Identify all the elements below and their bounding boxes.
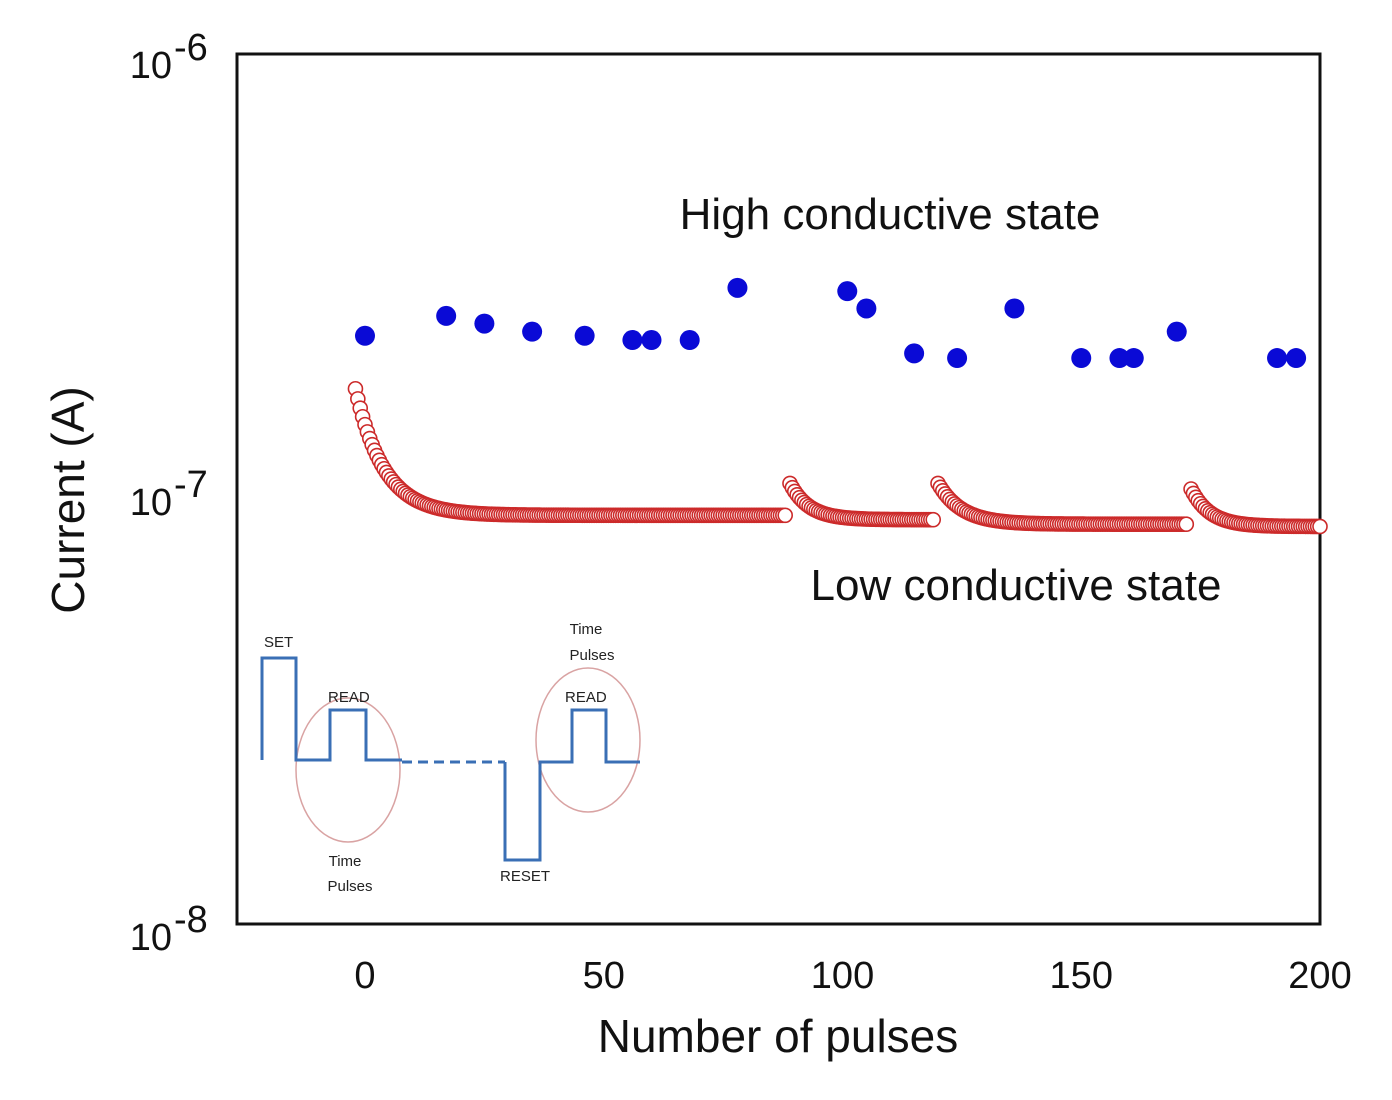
read-label-1: READ xyxy=(328,689,370,706)
annotation-low-state: Low conductive state xyxy=(811,561,1222,610)
high-state-point xyxy=(904,343,925,364)
high-state-point xyxy=(727,277,748,298)
y-tick-labels: 10 -6 10 -7 10 -8 xyxy=(130,27,208,959)
x-tick-label: 50 xyxy=(583,955,625,997)
time-pulses-label-2-line-1: Time xyxy=(570,621,603,638)
pulse-scheme-inset: SET READ READ RESET Time Pulses Time Pul… xyxy=(260,621,641,895)
y-tick-exponent: -6 xyxy=(174,27,208,69)
high-state-point xyxy=(522,321,543,342)
reset-label: RESET xyxy=(500,868,550,885)
read-label-2: READ xyxy=(565,689,607,706)
high-state-point xyxy=(474,313,495,334)
time-pulses-ellipse-2 xyxy=(535,667,641,813)
low-state-point xyxy=(1312,518,1328,535)
time-pulses-label-1-line-2: Pulses xyxy=(327,878,372,895)
x-tick-label: 100 xyxy=(811,955,874,997)
y-tick-base: 10 xyxy=(130,917,172,959)
pulse-waveform-right xyxy=(503,708,640,862)
time-pulses-label-2-line-2: Pulses xyxy=(569,647,614,664)
plot-frame xyxy=(235,52,1322,926)
high-state-point xyxy=(436,305,457,326)
high-state-point xyxy=(1267,348,1288,369)
high-state-point xyxy=(574,325,595,346)
pulse-waveform-left xyxy=(260,656,402,762)
high-state-point xyxy=(679,330,700,351)
high-state-point xyxy=(837,281,858,302)
y-tick-base: 10 xyxy=(130,482,172,524)
high-state-point xyxy=(355,325,375,346)
high-state-point xyxy=(1123,348,1144,369)
y-tick-base: 10 xyxy=(130,45,172,87)
low-state-point xyxy=(777,507,794,524)
high-state-point xyxy=(856,298,877,319)
x-tick-labels: 0 50 100 150 200 xyxy=(354,955,1351,997)
high-state-point xyxy=(1071,348,1092,369)
high-state-point xyxy=(1286,348,1307,369)
x-tick-label: 200 xyxy=(1288,955,1351,997)
y-tick-exponent: -8 xyxy=(174,899,208,941)
set-label: SET xyxy=(264,634,293,651)
x-tick-label: 0 xyxy=(354,955,375,997)
y-tick-exponent: -7 xyxy=(174,464,208,506)
x-axis-title: Number of pulses xyxy=(598,1010,959,1062)
low-conductive-series xyxy=(347,380,1328,535)
y-tick-label: 10 xyxy=(130,45,172,87)
high-state-point xyxy=(622,330,643,351)
x-tick-label: 150 xyxy=(1050,955,1113,997)
high-conductive-series xyxy=(355,277,1307,369)
high-state-point xyxy=(1109,348,1130,369)
high-state-point xyxy=(1004,298,1025,319)
annotation-high-state: High conductive state xyxy=(680,190,1101,239)
low-state-point xyxy=(925,511,942,528)
time-pulses-label-1-line-1: Time xyxy=(329,853,362,870)
high-state-point xyxy=(1166,321,1187,342)
time-pulses-ellipse-1 xyxy=(295,697,401,843)
y-tick-label: 10 xyxy=(130,482,172,524)
high-state-point xyxy=(947,348,968,369)
high-state-point xyxy=(641,330,662,351)
low-state-point xyxy=(1178,516,1195,532)
y-axis-title: Current (A) xyxy=(42,386,94,613)
y-tick-label: 10 xyxy=(130,917,172,959)
